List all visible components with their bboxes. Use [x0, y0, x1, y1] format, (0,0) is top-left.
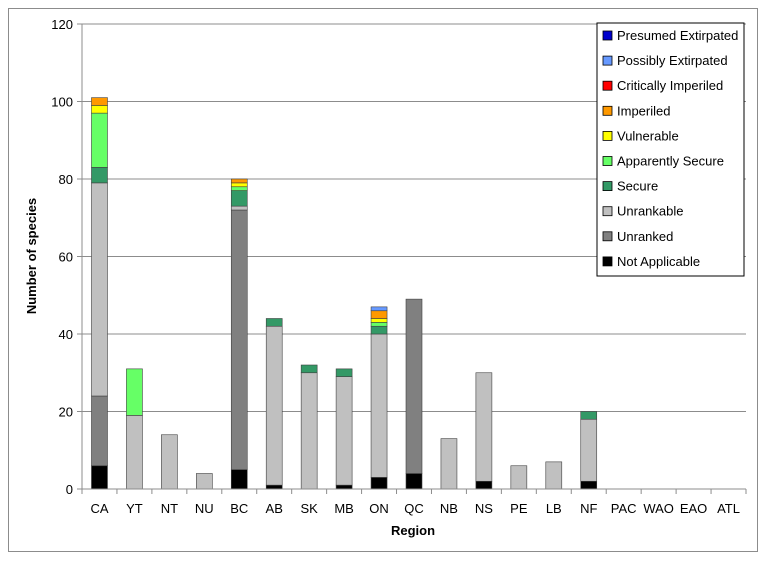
x-tick-label: ON: [369, 501, 389, 516]
bar-segment-bc-vulnerable: [230, 182, 248, 188]
bar-segment-ca-unrankable: [91, 182, 108, 397]
bar-segment-on-possibly-extirpated: [370, 306, 388, 312]
bar-segment-ab-secure: [265, 318, 283, 327]
bar-segment-bc-unrankable: [230, 205, 248, 211]
y-tick-label: 40: [59, 327, 73, 342]
x-tick-label: BC: [230, 501, 248, 516]
bar-segment-ab-unrankable: [265, 325, 283, 486]
y-tick-label: 20: [59, 405, 73, 420]
legend-label-critically-imperiled: Critically Imperiled: [617, 78, 723, 93]
bar-segment-qc-unranked: [405, 298, 423, 474]
bar-segment-ca-secure: [91, 167, 108, 184]
legend-label-not-applicable: Not Applicable: [617, 254, 700, 269]
bar-segment-nb-unrankable: [440, 438, 458, 490]
legend-swatch-secure: [602, 181, 613, 192]
bar-segment-on-imperiled: [370, 310, 388, 319]
x-tick-label: NB: [440, 501, 458, 516]
bar-segment-ns-unrankable: [475, 372, 493, 482]
x-tick-label: LB: [546, 501, 562, 516]
legend: Presumed Extirpated Possibly Extirpated Cr…: [596, 22, 745, 277]
bar-segment-bc-not-applicable: [230, 469, 248, 490]
legend-label-secure: Secure: [617, 179, 658, 194]
bar-segment-ab-not-applicable: [265, 484, 283, 490]
bar-segment-mb-secure: [335, 368, 353, 377]
x-tick-label: SK: [300, 501, 318, 516]
x-tick-label: NU: [195, 501, 214, 516]
legend-swatch-unranked: [602, 231, 613, 242]
axes: 0 20 40 60 80 100 120 CA YT NT NU BC AB SK MB ON QC NB NS P…: [51, 17, 747, 516]
y-tick-label: 60: [59, 250, 73, 265]
legend-label-vulnerable: Vulnerable: [617, 128, 679, 143]
legend-label-possibly-extirpated: Possibly Extirpated: [617, 53, 728, 68]
bar-segment-on-apparently-secure: [370, 322, 388, 327]
bar-segment-qc-not-applicable: [405, 473, 423, 490]
x-tick-label: CA: [90, 501, 108, 516]
y-axis-title: Number of species: [24, 198, 39, 314]
bar-segment-sk-secure: [300, 364, 318, 374]
y-tick-label: 80: [59, 172, 73, 187]
bar-segment-nf-secure: [580, 411, 598, 420]
legend-swatch-vulnerable: [602, 130, 613, 141]
x-tick-label: NT: [161, 501, 178, 516]
bar-segment-on-not-applicable: [370, 477, 388, 490]
bar-segment-bc-apparently-secure: [230, 186, 248, 191]
x-tick-label: ATL: [717, 501, 740, 516]
bars: [91, 97, 598, 490]
bar-segment-nu-unrankable: [196, 473, 213, 490]
x-tick-label: QC: [404, 501, 424, 516]
chart-frame: [8, 8, 758, 552]
x-tick-label: AB: [266, 501, 283, 516]
legend-swatch-not-applicable: [602, 256, 613, 267]
x-tick-label: MB: [334, 501, 354, 516]
legend-swatch-critically-imperiled: [602, 80, 613, 91]
x-tick-label: PAC: [611, 501, 637, 516]
bar-segment-ca-unranked: [91, 395, 108, 467]
legend-label-unrankable: Unrankable: [617, 204, 684, 219]
legend-label-apparently-secure: Apparently Secure: [617, 154, 724, 169]
bar-segment-ca-imperiled: [91, 97, 108, 106]
legend-swatch-unrankable: [602, 206, 613, 217]
y-tick-label: 0: [66, 482, 73, 497]
legend-swatch-apparently-secure: [602, 156, 613, 166]
x-tick-label: YT: [126, 501, 143, 516]
bar-segment-on-secure: [370, 325, 388, 335]
bar-segment-nf-not-applicable: [580, 480, 598, 490]
bar-segment-bc-imperiled: [230, 178, 248, 184]
bar-segment-on-unrankable: [370, 333, 388, 478]
x-tick-label: NS: [475, 501, 493, 516]
bar-segment-ca-not-applicable: [91, 465, 108, 490]
x-tick-label: EAO: [680, 501, 707, 516]
y-tick-label: 100: [51, 95, 73, 110]
legend-swatch-presumed-extirpated: [602, 30, 613, 41]
y-tick-label: 120: [51, 17, 73, 32]
legend-box: [596, 22, 745, 277]
legend-label-imperiled: Imperiled: [617, 103, 670, 118]
bar-segment-ns-not-applicable: [475, 480, 493, 490]
x-tick-label: NF: [580, 501, 597, 516]
legend-label-presumed-extirpated: Presumed Extirpated: [617, 28, 738, 43]
bar-segment-sk-unrankable: [300, 372, 318, 490]
x-tick-label: WAO: [643, 501, 674, 516]
bar-segment-pe-unrankable: [510, 465, 528, 490]
x-tick-label: PE: [510, 501, 528, 516]
x-axis-title: Region: [391, 523, 435, 538]
bar-segment-yt-unrankable: [126, 415, 143, 490]
bar-segment-nf-unrankable: [580, 418, 598, 482]
bar-segment-on-vulnerable: [370, 318, 388, 323]
legend-label-unranked: Unranked: [617, 229, 673, 244]
bar-segment-mb-not-applicable: [335, 484, 353, 490]
legend-swatch-possibly-extirpated: [602, 55, 613, 66]
legend-swatch-imperiled: [602, 105, 613, 116]
bar-segment-bc-secure: [230, 190, 248, 207]
bar-segment-ca-apparently-secure: [91, 112, 108, 168]
bar-segment-bc-unranked: [230, 209, 248, 470]
bar-segment-yt-apparently-secure: [126, 368, 143, 416]
bar-segment-lb-unrankable: [545, 461, 563, 490]
bar-segment-nt-unrankable: [161, 434, 178, 490]
bar-segment-mb-unrankable: [335, 376, 353, 486]
bar-segment-ca-vulnerable: [91, 105, 108, 114]
